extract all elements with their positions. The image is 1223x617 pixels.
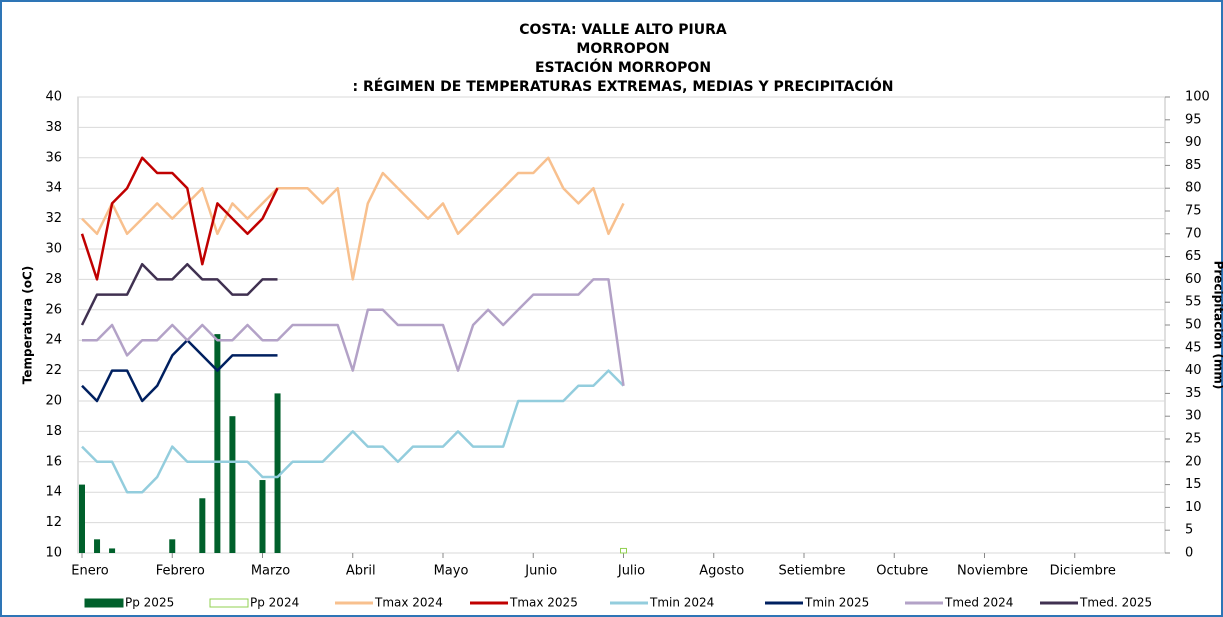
y2-tick-label: 70 — [1185, 226, 1202, 241]
line — [80, 156, 279, 281]
line — [81, 369, 625, 494]
y-tick-label: 14 — [45, 485, 62, 500]
legend-label: Tmed. 2025 — [1079, 596, 1152, 610]
x-tick-label: Agosto — [699, 564, 744, 579]
y-tick-label: 16 — [45, 454, 62, 469]
y-tick-label: 28 — [45, 272, 62, 287]
bar — [229, 416, 236, 553]
y2-tick-label: 90 — [1185, 135, 1202, 150]
y2-tick-label: 60 — [1185, 272, 1202, 287]
y2-tick-label: 65 — [1185, 249, 1202, 264]
y2-tick-label: 35 — [1185, 386, 1202, 401]
bar — [109, 548, 116, 553]
x-tick-label: Junio — [524, 564, 557, 579]
legend-label: Tmax 2025 — [509, 596, 578, 610]
legend-label: Tmin 2025 — [804, 596, 869, 610]
y2-tick-label: 10 — [1185, 500, 1202, 515]
x-tick-label: Abril — [346, 564, 376, 579]
y2-tick-label: 75 — [1185, 204, 1202, 219]
y2-tick-label: 25 — [1185, 432, 1202, 447]
bar — [274, 393, 281, 553]
y2-tick-label: 55 — [1185, 295, 1202, 310]
line — [80, 262, 278, 326]
y-tick-label: 30 — [45, 242, 62, 257]
chart-title: MORROPON — [576, 41, 669, 57]
y2-tick-label: 40 — [1185, 363, 1202, 378]
legend-label: Pp 2024 — [250, 596, 299, 610]
y-tick-label: 20 — [45, 394, 62, 409]
y-tick-label: 12 — [45, 515, 62, 530]
bar — [169, 539, 176, 553]
x-tick-label: Febrero — [156, 564, 205, 579]
bar — [79, 484, 85, 553]
y-tick-label: 36 — [45, 150, 62, 165]
y-axis-label: Temperatura (oC) — [21, 266, 35, 384]
y2-tick-label: 100 — [1185, 90, 1210, 105]
chart-title: : RÉGIMEN DE TEMPERATURAS EXTREMAS, MEDI… — [353, 77, 894, 95]
y2-tick-label: 20 — [1185, 454, 1202, 469]
y-tick-label: 10 — [45, 546, 62, 561]
x-tick-label: Enero — [71, 564, 109, 579]
y-tick-label: 34 — [45, 181, 62, 196]
y-tick-label: 32 — [45, 211, 62, 226]
legend-label: Tmed 2024 — [944, 596, 1013, 610]
bar — [620, 547, 627, 554]
bar — [199, 498, 206, 553]
y2-tick-label: 85 — [1185, 158, 1202, 173]
y2-tick-label: 80 — [1185, 181, 1202, 196]
legend-swatch — [209, 598, 249, 608]
y-tick-label: 22 — [45, 363, 62, 378]
bar — [214, 334, 221, 553]
y2-axis-label: Precipitación (mm) — [1212, 261, 1223, 390]
y2-tick-label: 15 — [1185, 477, 1202, 492]
y2-tick-label: 0 — [1185, 546, 1193, 561]
y2-tick-label: 5 — [1185, 523, 1193, 538]
y-tick-label: 26 — [45, 302, 62, 317]
x-tick-label: Octubre — [876, 564, 928, 579]
legend-label: Pp 2025 — [125, 596, 174, 610]
y-tick-label: 18 — [45, 424, 62, 439]
x-tick-label: Marzo — [251, 564, 290, 579]
y2-tick-label: 50 — [1185, 318, 1202, 333]
y-tick-label: 40 — [45, 90, 62, 105]
x-tick-label: Julio — [617, 564, 645, 579]
chart-title: ESTACIÓN MORROPON — [535, 58, 711, 76]
bar — [259, 480, 266, 553]
legend-label: Tmax 2024 — [374, 596, 443, 610]
x-tick-label: Setiembre — [779, 564, 846, 579]
bar — [94, 539, 101, 553]
y2-tick-label: 95 — [1185, 112, 1202, 127]
x-tick-label: Noviembre — [957, 564, 1028, 579]
line — [82, 278, 625, 386]
line — [81, 156, 625, 281]
y2-tick-label: 30 — [1185, 409, 1202, 424]
y2-tick-label: 45 — [1185, 340, 1202, 355]
y-tick-label: 24 — [45, 333, 62, 348]
x-tick-label: Mayo — [434, 564, 469, 579]
y-tick-label: 38 — [45, 120, 62, 135]
chart-title: COSTA: VALLE ALTO PIURA — [519, 22, 727, 38]
legend-label: Tmin 2024 — [649, 596, 714, 610]
legend-swatch — [84, 598, 124, 608]
line — [81, 338, 278, 403]
x-tick-label: Diciembre — [1050, 564, 1116, 579]
